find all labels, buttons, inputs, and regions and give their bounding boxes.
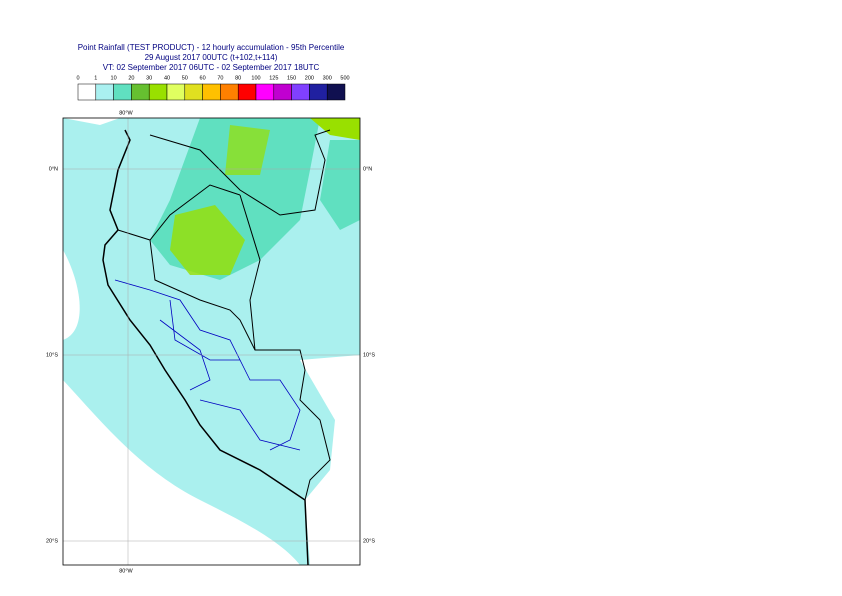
legend-label: 0 [76,75,79,81]
legend-label: 150 [287,75,296,81]
legend-swatch [131,83,150,101]
legend-label: 40 [164,75,170,81]
legend-swatch [273,83,292,101]
legend-swatch [95,83,114,101]
legend-swatch [77,83,97,101]
legend: 0 1 10 20 30 40 50 60 70 80 100 125 150 200 300 500 [76,75,350,101]
legend-label: 200 [305,75,314,81]
legend-label: 60 [200,75,206,81]
lat-label: 0°N [49,166,58,172]
lat-label: 20°S [363,538,375,544]
lat-label: 0°N [363,166,372,172]
legend-label: 500 [340,75,349,81]
legend-label: 30 [146,75,152,81]
legend-swatch [113,83,132,101]
legend-swatch [184,83,203,101]
legend-label: 1 [94,75,97,81]
legend-swatch [166,83,186,101]
legend-swatch [237,83,257,101]
title: Point Rainfall (TEST PRODUCT) - 12 hourl… [78,43,345,52]
lat-label: 10°S [363,352,375,358]
legend-label: 125 [269,75,278,81]
lat-label: 20°S [46,538,58,544]
legend-label: 300 [323,75,332,81]
legend-label: 70 [217,75,223,81]
legend-swatch [291,83,310,101]
lon-label: 80°W [119,110,133,116]
map [63,118,360,565]
legend-swatch [148,83,168,101]
legend-swatch [309,83,328,101]
legend-label: 100 [251,75,260,81]
legend-label: 80 [235,75,241,81]
subtitle: 29 August 2017 00UTC (t+102,t+114) [145,53,278,62]
validity: VT: 02 September 2017 06UTC - 02 Septemb… [103,63,320,72]
legend-label: 50 [182,75,188,81]
legend-swatch [255,83,275,101]
legend-swatch [220,83,239,101]
legend-label: 20 [128,75,134,81]
legend-label: 10 [111,75,117,81]
legend-swatch [326,83,346,101]
lat-label: 10°S [46,352,58,358]
legend-swatch [202,83,221,101]
lon-label: 80°W [119,568,133,574]
